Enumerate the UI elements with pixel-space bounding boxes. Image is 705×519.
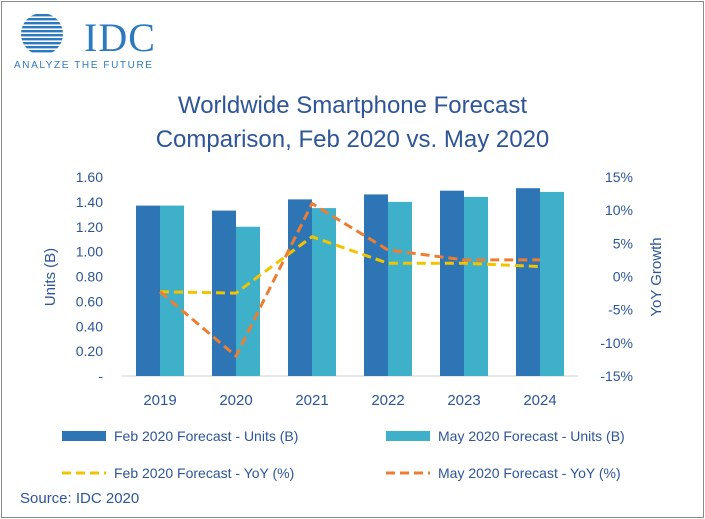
legend-swatch — [386, 431, 430, 441]
y-tick-label: 1.00 — [76, 244, 103, 260]
x-tick-label: 2020 — [219, 392, 252, 409]
idc-logo: IDC ANALYZE THE FUTURE — [12, 12, 172, 72]
legend-label: Feb 2020 Forecast - Units (B) — [114, 428, 298, 444]
legend-label: Feb 2020 Forecast - YoY (%) — [114, 465, 294, 481]
legend-swatch — [62, 431, 106, 441]
bar-feb-units — [516, 188, 540, 376]
legend-label: May 2020 Forecast - Units (B) — [438, 428, 625, 444]
logo-wordmark: IDC — [84, 15, 156, 60]
bar-may-units — [388, 201, 412, 376]
y2-tick-label: -15% — [600, 368, 633, 384]
y-tick-label: 0.80 — [76, 269, 103, 285]
y-tick-label: 0.20 — [76, 343, 103, 359]
line-feb-yoy — [159, 235, 541, 295]
y-tick-label: 1.60 — [76, 169, 103, 185]
bar-feb-units — [440, 190, 464, 376]
y-tick-label: 0.60 — [76, 293, 103, 309]
chart-title-line-1: Worldwide Smartphone Forecast — [177, 92, 528, 119]
x-tick-label: 2019 — [143, 392, 176, 409]
x-tick-label: 2022 — [371, 392, 404, 409]
y-tick-label: - — [98, 368, 103, 384]
y2-tick-label: -10% — [600, 335, 633, 351]
globe-icon — [21, 14, 63, 53]
legend-label: May 2020 Forecast - YoY (%) — [438, 465, 621, 481]
y2-tick-label: 5% — [613, 235, 633, 251]
x-tick-label: 2021 — [295, 392, 328, 409]
y2-tick-label: 15% — [605, 169, 633, 185]
y2-axis-title: YoY Growth — [648, 237, 665, 316]
chart-title-line-2: Comparison, Feb 2020 vs. May 2020 — [155, 126, 550, 153]
bar-may-units — [312, 208, 336, 376]
line-may-yoy — [159, 202, 540, 358]
bar-feb-units — [364, 194, 388, 376]
y-tick-label: 1.40 — [76, 194, 103, 210]
source-note: Source: IDC 2020 — [20, 490, 140, 507]
y-tick-label: 0.40 — [76, 318, 103, 334]
y2-tick-label: 10% — [605, 202, 633, 218]
y-axis-title: Units (B) — [42, 248, 59, 306]
y2-tick-label: -5% — [608, 302, 633, 318]
bar-may-units — [540, 191, 564, 376]
bar-feb-units — [136, 205, 160, 376]
x-tick-label: 2023 — [447, 392, 480, 409]
bar-may-units — [464, 196, 488, 376]
x-tick-label: 2024 — [523, 392, 556, 409]
logo-tagline: ANALYZE THE FUTURE — [14, 60, 154, 71]
bar-may-units — [236, 226, 260, 376]
y-tick-label: 1.20 — [76, 219, 103, 235]
y2-tick-label: 0% — [613, 269, 633, 285]
